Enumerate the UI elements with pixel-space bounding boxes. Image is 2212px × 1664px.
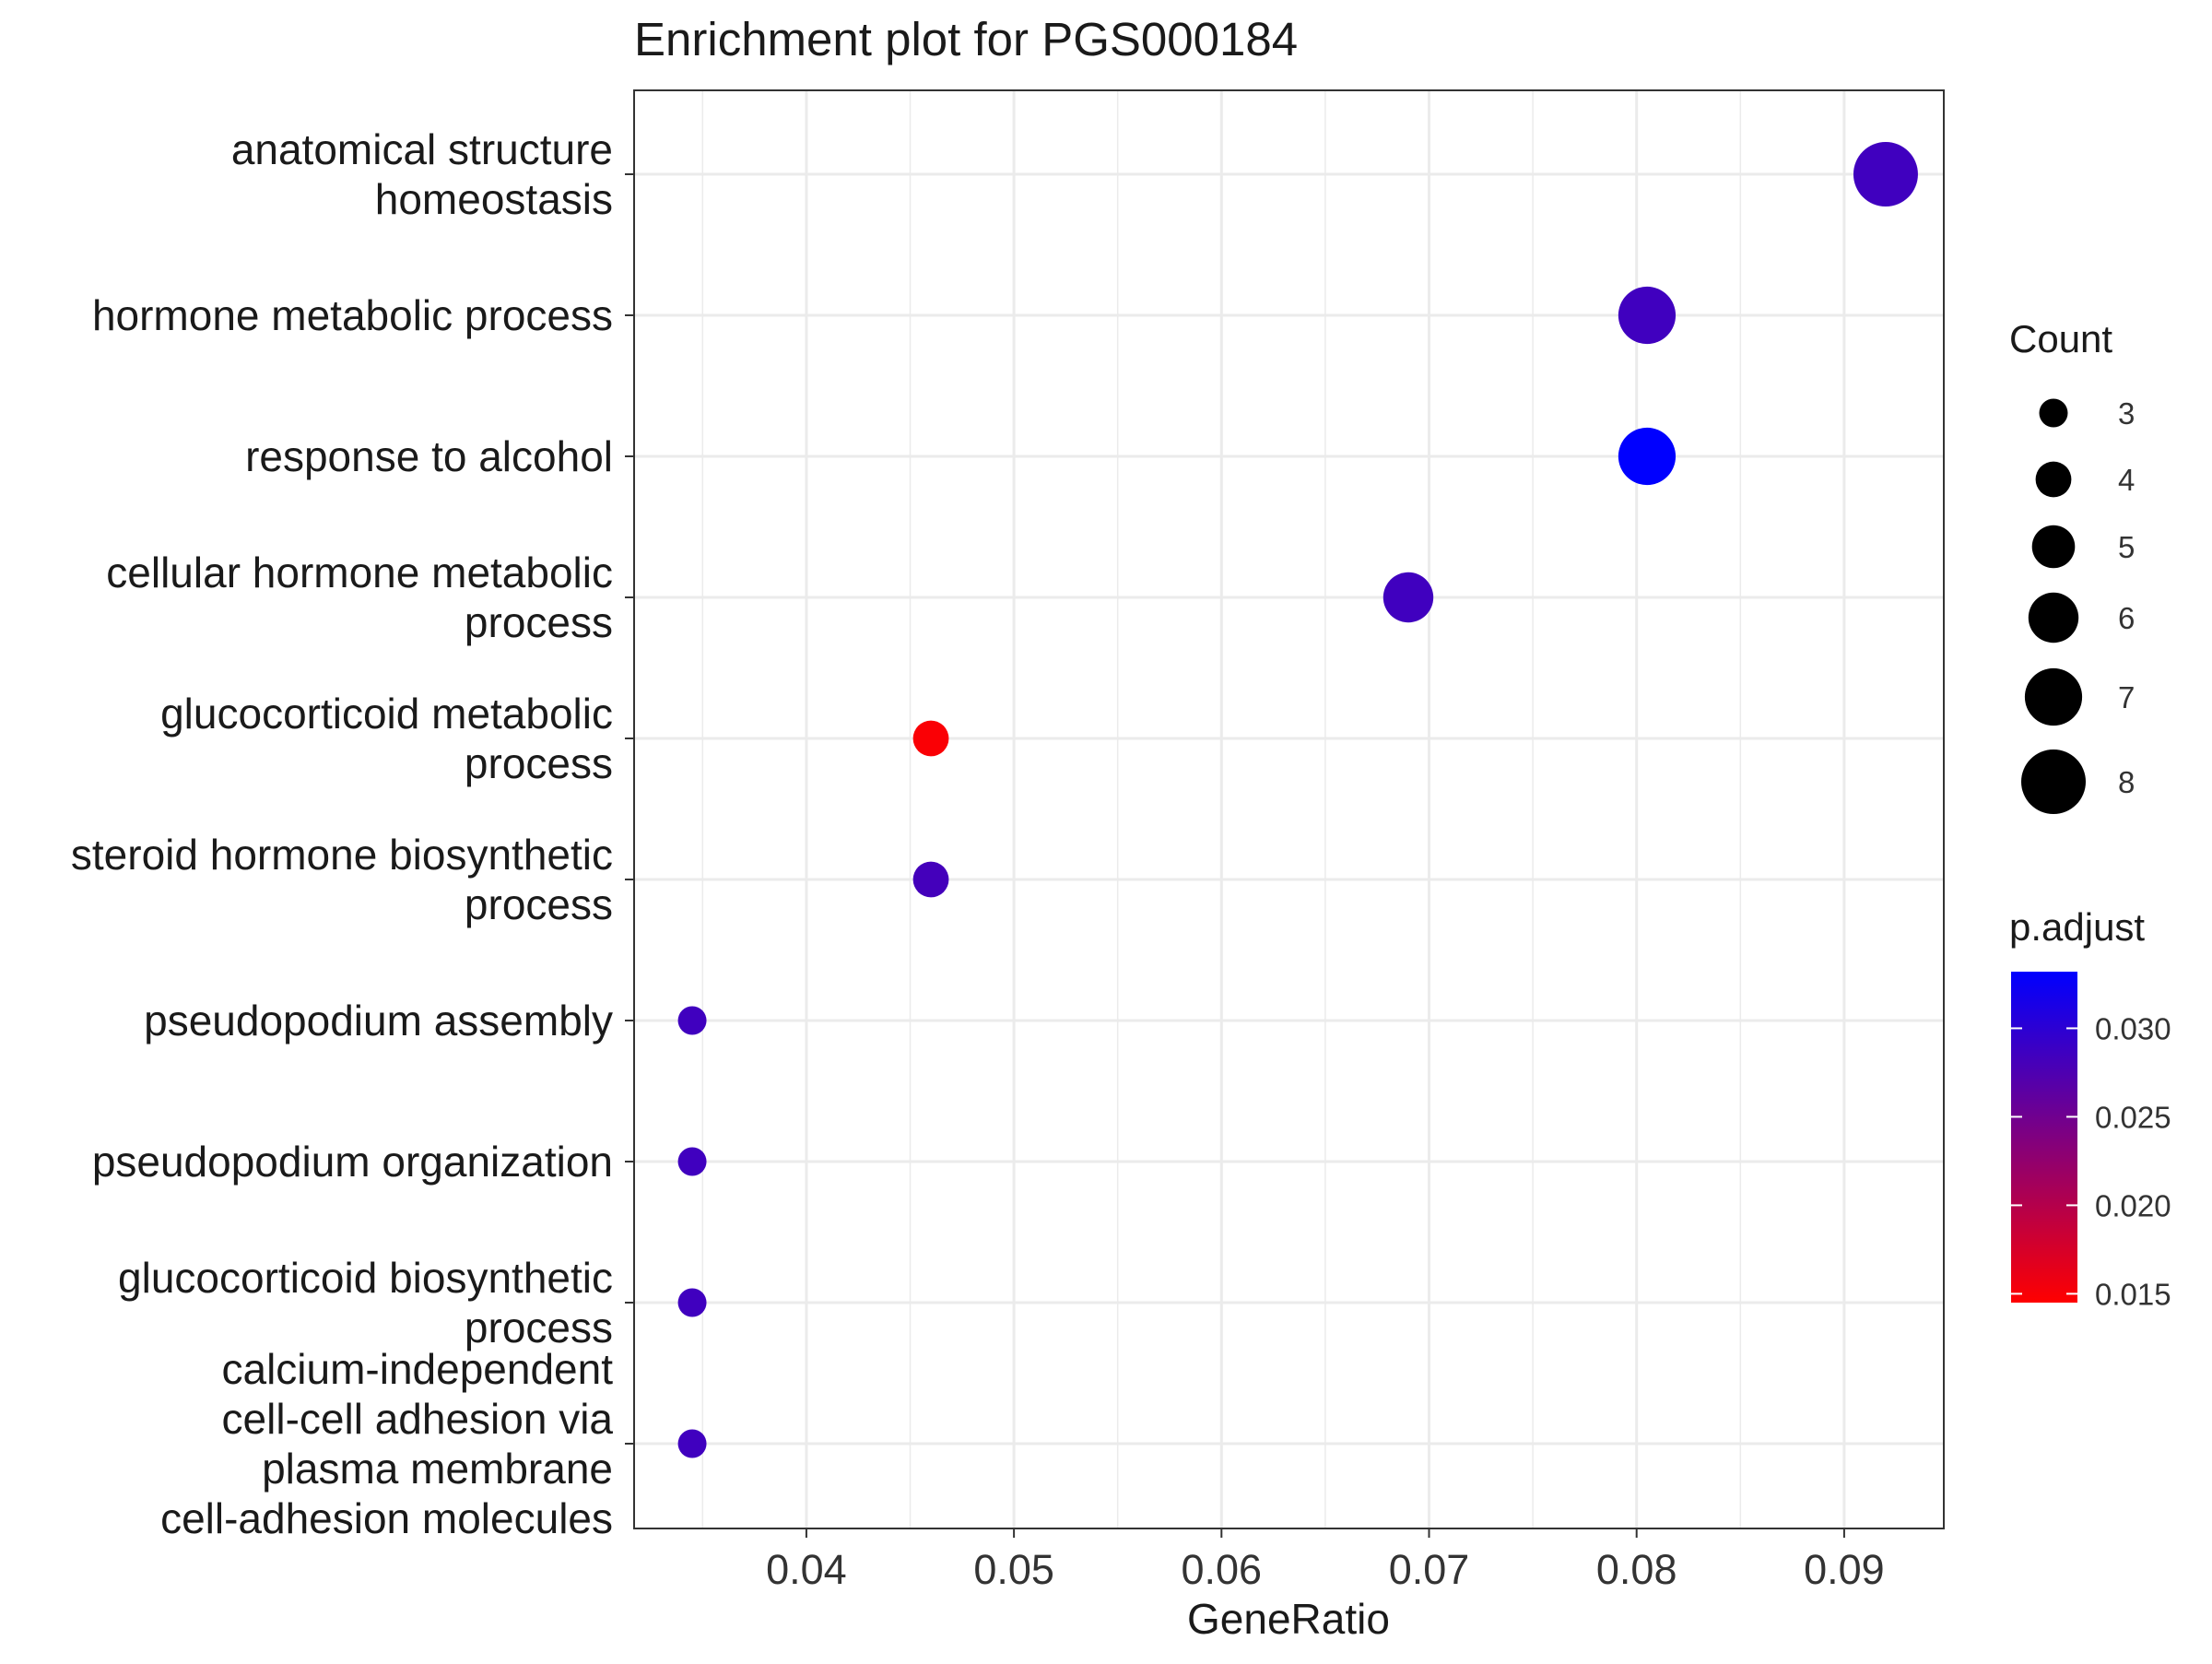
color-legend-label: 0.020 [2095,1188,2171,1222]
panel-border [633,89,1945,1529]
y-tick-label-line: pseudopodium assembly [144,997,613,1044]
y-tick-label-line: process [465,880,613,928]
data-point [677,1429,707,1458]
data-point [677,1288,707,1317]
y-tick-label: steroid hormone biosynthetic process [71,831,613,928]
y-tick-label-line: calcium-independent [222,1345,614,1393]
x-axis-title: GeneRatio [1187,1595,1390,1643]
y-tick-label-line: homeostasis [375,175,613,223]
size-legend-label: 5 [2118,530,2135,564]
x-axis: 0.04 0.05 0.06 0.07 0.08 0.09 [766,1528,1885,1593]
size-legend-key [2024,667,2083,726]
data-point [677,1147,707,1176]
y-tick-label-line: cell-cell adhesion via [222,1395,614,1443]
x-tick-label: 0.05 [973,1546,1054,1593]
size-legend-key [2039,398,2068,428]
y-tick-label: pseudopodium assembly [144,997,613,1044]
y-tick-label-line: process [465,739,613,787]
y-tick-label: calcium-independent cell-cell adhesion vi… [160,1345,613,1542]
y-tick-label: glucocorticoid biosynthetic process [118,1254,613,1351]
y-tick-label: cellular hormone metabolic process [106,549,613,646]
y-tick-label-line: hormone metabolic process [92,291,613,339]
x-tick-label: 0.04 [766,1546,847,1593]
x-tick-label: 0.09 [1804,1546,1885,1593]
grid-layer [634,90,1944,1528]
data-point [1618,286,1677,345]
size-legend-title: Count [2009,317,2112,360]
size-legend-label: 7 [2118,680,2135,714]
y-tick-label-line: cellular hormone metabolic [106,549,613,596]
y-tick-label-line: steroid hormone biosynthetic [71,831,613,879]
size-legend-key [2031,525,2076,569]
y-tick-label-line: process [465,1304,613,1351]
data-point [1853,142,1918,207]
data-point [1382,572,1434,623]
size-legend-label: 3 [2118,396,2135,431]
data-point [1618,427,1677,486]
data-point [912,720,949,757]
y-tick-label-line: cell-adhesion molecules [160,1494,613,1542]
color-legend: p.adjust 0.030 0.025 0.020 0.015 [2009,905,2171,1311]
y-tick-label: anatomical structure homeostasis [231,125,613,223]
x-tick-label: 0.06 [1182,1546,1263,1593]
y-tick-label: hormone metabolic process [92,291,613,339]
size-legend-key [2035,461,2072,498]
color-legend-label: 0.030 [2095,1011,2171,1045]
size-legend-key [2028,592,2079,643]
chart-title: Enrichment plot for PGS000184 [634,13,1298,65]
y-axis: anatomical structure homeostasis hormone m… [71,125,634,1542]
y-tick-label-line: response to alcohol [245,432,613,480]
y-tick-label-line: glucocorticoid metabolic [160,690,613,738]
y-tick-label-line: glucocorticoid biosynthetic [118,1254,613,1302]
x-tick-label: 0.08 [1596,1546,1677,1593]
color-legend-label: 0.015 [2095,1277,2171,1311]
y-tick-label: response to alcohol [245,432,613,480]
y-tick-label-line: process [465,598,613,646]
size-legend-key [2021,749,2086,814]
size-legend-label: 8 [2118,765,2135,799]
y-tick-label-line: plasma membrane [262,1445,613,1493]
color-legend-label: 0.025 [2095,1100,2171,1134]
data-point [677,1006,707,1035]
points-layer [677,142,1918,1458]
size-legend: Count 3 4 5 6 7 8 [2009,317,2135,814]
size-legend-label: 4 [2118,463,2135,497]
y-tick-label-line: pseudopodium organization [92,1138,613,1186]
data-point [912,861,949,898]
y-tick-label: pseudopodium organization [92,1138,613,1186]
x-tick-label: 0.07 [1389,1546,1470,1593]
y-tick-label: glucocorticoid metabolic process [160,690,613,787]
color-bar [2011,972,2077,1303]
y-tick-label-line: anatomical structure [231,125,613,173]
size-legend-label: 6 [2118,601,2135,635]
color-legend-title: p.adjust [2009,905,2145,949]
